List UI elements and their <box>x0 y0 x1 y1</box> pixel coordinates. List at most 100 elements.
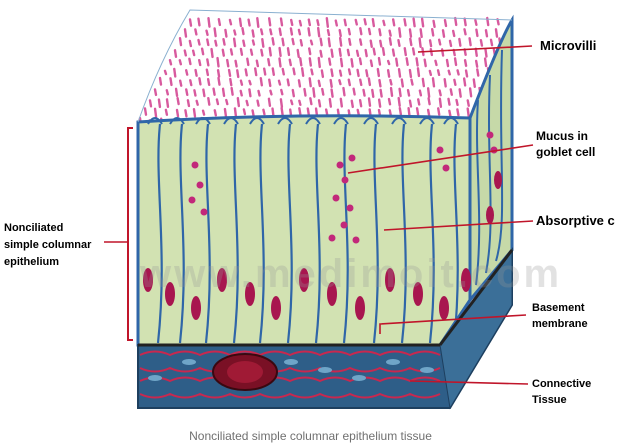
microvillus <box>267 17 272 27</box>
microvillus <box>496 18 500 26</box>
microvillus <box>408 28 413 38</box>
microvillus <box>432 19 436 28</box>
microvillus <box>300 67 305 77</box>
microvillus <box>289 27 294 36</box>
microvillus <box>367 77 372 87</box>
microvillus <box>356 108 360 116</box>
microvillus <box>245 99 249 107</box>
microvillus <box>185 69 189 76</box>
mucus-droplet <box>341 176 349 184</box>
microvillus <box>206 38 210 47</box>
microvillus <box>377 56 382 66</box>
microvillus <box>358 57 363 66</box>
microvillus <box>214 39 218 47</box>
microvillus <box>463 17 467 27</box>
microvillus <box>298 107 302 116</box>
microvillus <box>468 37 472 47</box>
fibroblast <box>386 359 400 365</box>
microvillus <box>367 27 372 36</box>
microvillus <box>474 59 479 68</box>
microvillus <box>400 78 405 88</box>
connective-fibers <box>139 350 441 399</box>
cell-apex <box>391 117 407 125</box>
microvillus <box>194 68 198 77</box>
side-cell-border <box>475 99 481 286</box>
microvillus <box>453 78 457 86</box>
cell-nucleus <box>299 268 309 292</box>
microvillus <box>246 57 250 67</box>
basement-membrane-side <box>438 249 514 346</box>
microvillus <box>426 108 431 117</box>
microvillus <box>409 37 413 47</box>
label-nonciliated-line1: Nonciliated <box>4 222 64 234</box>
cell-border <box>156 123 163 344</box>
microvillus <box>184 109 188 118</box>
microvillus <box>236 69 240 79</box>
microvillus <box>257 89 261 97</box>
microvillus <box>342 86 346 97</box>
microvillus <box>466 99 470 107</box>
microvillus <box>443 19 448 28</box>
microvillus <box>153 88 158 97</box>
microvillus <box>466 107 470 118</box>
microvillus <box>328 57 332 66</box>
microvillus <box>296 48 300 59</box>
microvillus <box>259 77 264 87</box>
microvillus <box>229 48 234 56</box>
microvillus <box>303 87 307 97</box>
microvillus <box>426 87 431 98</box>
microvillus <box>372 47 376 56</box>
mucus-droplet <box>332 194 340 202</box>
microvillus <box>472 78 476 89</box>
microvillus <box>191 49 196 57</box>
microvillus <box>298 99 302 106</box>
microvillus <box>143 107 148 116</box>
microvillus <box>233 107 238 118</box>
cell-nucleus <box>143 268 153 292</box>
mucus-droplet <box>436 146 444 154</box>
microvillus <box>215 98 220 106</box>
microvillus <box>387 97 392 106</box>
cell-border <box>232 123 239 344</box>
mucus-droplet <box>442 164 450 172</box>
microvillus <box>251 29 255 38</box>
microvillus <box>468 87 473 98</box>
microvillus <box>483 57 488 68</box>
mucus-droplet <box>200 208 208 216</box>
cell-apex <box>223 117 239 125</box>
microvillus <box>310 68 314 76</box>
microvillus <box>278 27 282 37</box>
cell-nucleus <box>217 268 227 292</box>
microvillus <box>382 19 386 27</box>
microvillus <box>192 107 197 118</box>
microvillus <box>475 28 479 38</box>
mucus-droplet <box>336 161 344 169</box>
microvillus <box>316 26 321 38</box>
microvillus <box>389 86 394 98</box>
microvillus <box>269 89 273 96</box>
microvillus <box>350 57 354 68</box>
microvillus <box>241 27 245 36</box>
microvillus <box>280 88 284 96</box>
cell-border <box>400 123 407 344</box>
cell-apex <box>305 117 321 125</box>
microvillus <box>328 97 333 108</box>
microvillus <box>242 108 247 116</box>
microvillus <box>397 38 401 47</box>
microvillus <box>369 59 374 68</box>
microvillus <box>371 88 375 99</box>
microvillus <box>286 78 290 87</box>
microvillus <box>416 67 421 78</box>
microvillus <box>415 57 419 67</box>
microvillus <box>263 67 267 76</box>
microvillus <box>256 16 260 29</box>
cell-border <box>342 123 349 344</box>
microvillus <box>271 37 275 46</box>
microvillus <box>202 88 206 98</box>
microvillus <box>308 77 312 88</box>
microvillus <box>463 59 468 67</box>
large-cell-inner <box>227 361 263 383</box>
cell-border <box>372 123 379 344</box>
microvillus <box>239 79 244 86</box>
label-microvilli: Microvilli <box>540 38 597 53</box>
